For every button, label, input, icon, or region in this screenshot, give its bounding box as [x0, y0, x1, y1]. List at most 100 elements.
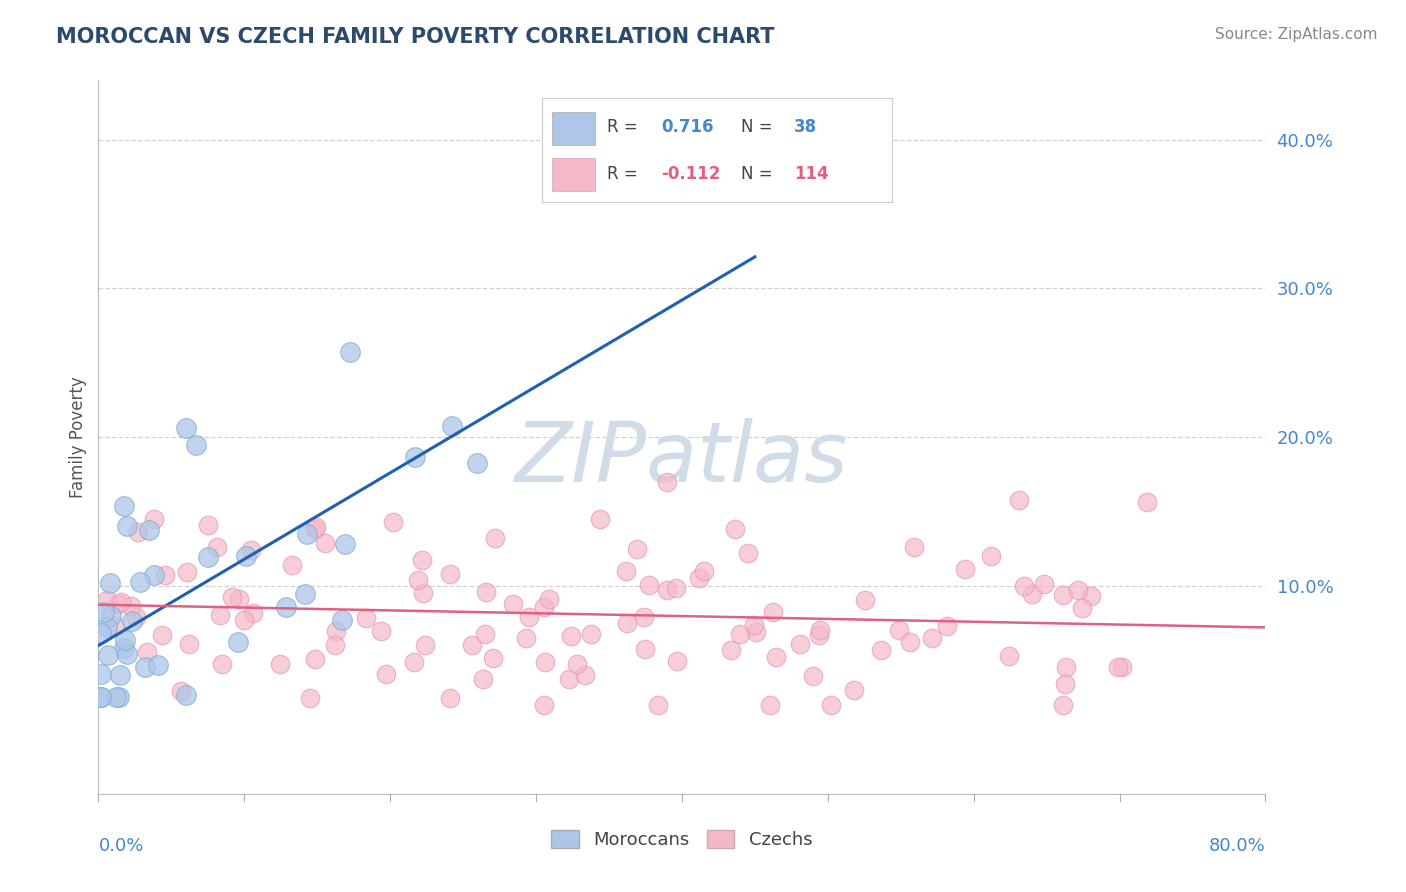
- Point: [330, 613, 353, 627]
- Point: [688, 571, 710, 585]
- Point: [1071, 601, 1094, 615]
- Point: [128, 574, 150, 589]
- Point: [90, 690, 112, 705]
- Point: [339, 345, 361, 359]
- Point: [370, 624, 392, 638]
- Point: [560, 629, 582, 643]
- Point: [626, 541, 648, 556]
- Point: [647, 698, 669, 712]
- Point: [406, 573, 429, 587]
- Point: [375, 667, 398, 681]
- Point: [538, 591, 561, 606]
- Point: [404, 450, 426, 464]
- Point: [274, 599, 297, 614]
- Point: [1012, 579, 1035, 593]
- Point: [169, 683, 191, 698]
- Point: [298, 691, 321, 706]
- Point: [616, 616, 638, 631]
- Point: [110, 595, 132, 609]
- Point: [294, 587, 316, 601]
- Point: [1107, 660, 1129, 674]
- Point: [579, 627, 602, 641]
- Point: [304, 522, 326, 536]
- Point: [534, 656, 557, 670]
- Point: [1052, 588, 1074, 602]
- Point: [323, 638, 346, 652]
- Point: [100, 608, 122, 623]
- Point: [758, 698, 780, 712]
- Point: [502, 597, 524, 611]
- Point: [142, 567, 165, 582]
- Point: [335, 537, 357, 551]
- Point: [108, 690, 131, 705]
- Point: [96, 619, 118, 633]
- Point: [90, 690, 112, 705]
- Point: [1008, 492, 1031, 507]
- Point: [1052, 698, 1074, 712]
- Point: [381, 515, 404, 529]
- Point: [724, 522, 747, 536]
- Point: [693, 564, 716, 578]
- Point: [221, 590, 243, 604]
- Point: [269, 657, 291, 672]
- Point: [205, 541, 228, 555]
- Point: [737, 546, 759, 560]
- Point: [104, 619, 127, 633]
- Point: [657, 475, 679, 489]
- Point: [184, 438, 207, 452]
- Point: [93, 605, 115, 619]
- Point: [1054, 660, 1077, 674]
- Point: [820, 698, 842, 712]
- Point: [412, 586, 434, 600]
- Point: [107, 598, 129, 612]
- Point: [233, 613, 256, 627]
- Point: [936, 619, 959, 633]
- Point: [614, 564, 637, 578]
- Point: [1021, 587, 1043, 601]
- Point: [281, 558, 304, 573]
- Text: MOROCCAN VS CZECH FAMILY POVERTY CORRELATION CHART: MOROCCAN VS CZECH FAMILY POVERTY CORRELA…: [56, 27, 775, 46]
- Point: [439, 690, 461, 705]
- Point: [235, 549, 257, 563]
- Point: [146, 658, 169, 673]
- Point: [953, 562, 976, 576]
- Point: [115, 519, 138, 533]
- Point: [765, 650, 787, 665]
- Point: [1054, 676, 1077, 690]
- Point: [138, 523, 160, 537]
- Point: [482, 651, 505, 665]
- Point: [226, 635, 249, 649]
- Point: [96, 592, 118, 607]
- Point: [533, 599, 555, 614]
- Point: [720, 642, 742, 657]
- Point: [242, 606, 264, 620]
- Text: 80.0%: 80.0%: [1209, 837, 1265, 855]
- Point: [208, 607, 231, 622]
- Point: [728, 627, 751, 641]
- Point: [143, 511, 166, 525]
- Point: [903, 540, 925, 554]
- Text: Source: ZipAtlas.com: Source: ZipAtlas.com: [1215, 27, 1378, 42]
- Point: [177, 637, 200, 651]
- Point: [465, 456, 488, 470]
- Point: [402, 656, 425, 670]
- Y-axis label: Family Poverty: Family Poverty: [69, 376, 87, 498]
- Text: 0.0%: 0.0%: [98, 837, 143, 855]
- Point: [887, 623, 910, 637]
- Point: [174, 688, 197, 702]
- Point: [533, 698, 555, 712]
- Point: [484, 531, 506, 545]
- Point: [744, 625, 766, 640]
- Point: [153, 567, 176, 582]
- Point: [1067, 583, 1090, 598]
- Point: [121, 615, 143, 629]
- Point: [519, 610, 541, 624]
- Point: [801, 668, 824, 682]
- Point: [474, 626, 496, 640]
- Point: [356, 611, 378, 625]
- Point: [633, 610, 655, 624]
- Point: [176, 565, 198, 579]
- Point: [808, 628, 831, 642]
- Point: [125, 610, 148, 624]
- Point: [665, 654, 688, 668]
